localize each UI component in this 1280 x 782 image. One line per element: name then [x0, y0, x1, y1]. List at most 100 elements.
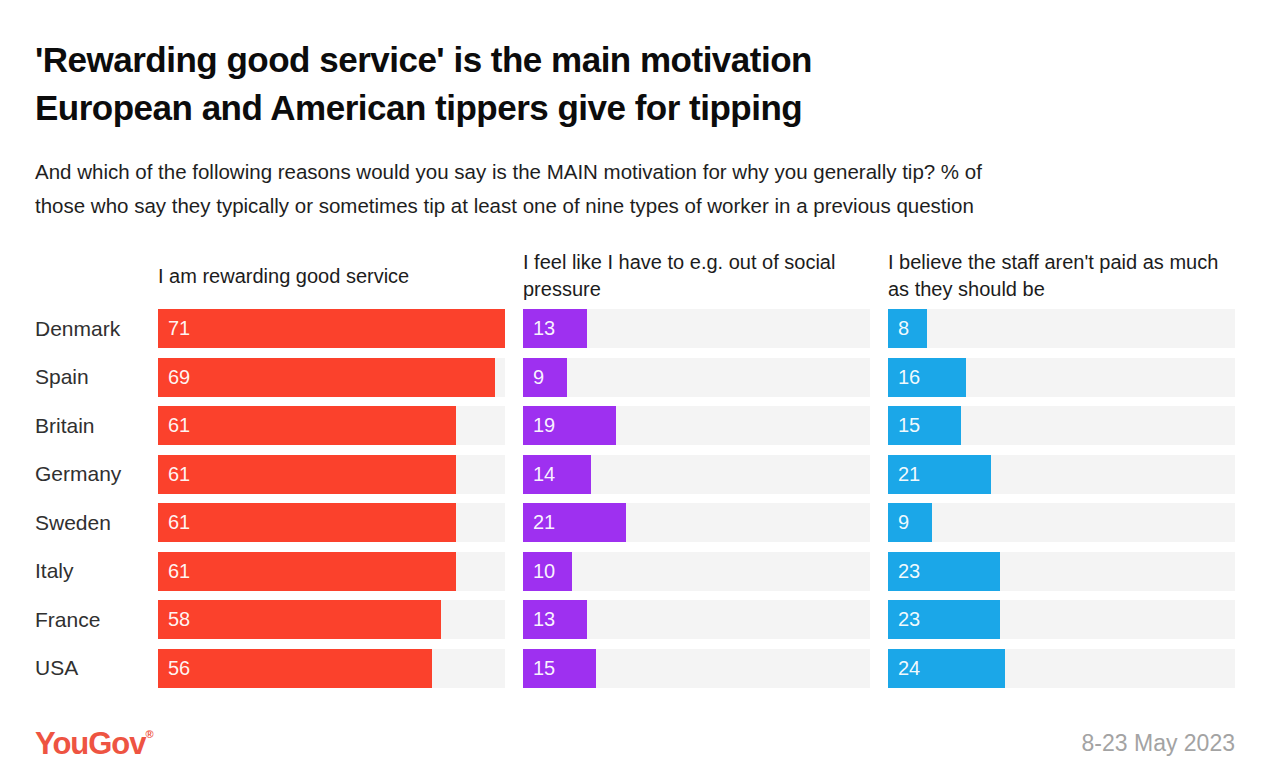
column-header-spacer — [35, 249, 140, 303]
bar-track: 15 — [888, 406, 1235, 445]
bar-track: 58 — [158, 600, 505, 639]
page-title: 'Rewarding good service' is the main mot… — [35, 36, 1115, 132]
bar: 69 — [158, 358, 495, 397]
bar-value-label: 58 — [158, 608, 190, 631]
bar-track: 69 — [158, 358, 505, 397]
chart-row: Spain 69 9 16 — [35, 358, 1235, 397]
bar-value-label: 9 — [888, 511, 909, 534]
bar-value-label: 23 — [888, 560, 920, 583]
bar-track: 56 — [158, 649, 505, 688]
chart-footer: YouGov® 8-23 May 2023 — [35, 726, 1235, 762]
bar-track: 23 — [888, 600, 1235, 639]
bar-value-label: 21 — [888, 463, 920, 486]
bar-track: 10 — [523, 552, 870, 591]
chart-row: USA 56 15 24 — [35, 649, 1235, 688]
bar-track: 23 — [888, 552, 1235, 591]
bar: 19 — [523, 406, 616, 445]
chart-row: Sweden 61 21 9 — [35, 503, 1235, 542]
bar-value-label: 71 — [158, 317, 190, 340]
column-header-social-pressure: I feel like I have to e.g. out of social… — [523, 249, 870, 303]
fieldwork-date: 8-23 May 2023 — [1082, 730, 1235, 757]
bar: 16 — [888, 358, 966, 397]
bar: 9 — [523, 358, 567, 397]
bar: 21 — [523, 503, 626, 542]
bar-value-label: 8 — [888, 317, 909, 340]
bar: 13 — [523, 600, 587, 639]
bar-track: 71 — [158, 309, 505, 348]
bar-value-label: 56 — [158, 657, 190, 680]
bar: 61 — [158, 503, 456, 542]
chart-row: Britain 61 19 15 — [35, 406, 1235, 445]
bar-track: 21 — [523, 503, 870, 542]
bar-value-label: 23 — [888, 608, 920, 631]
column-header-rewarding-service: I am rewarding good service — [158, 249, 505, 303]
bar-track: 13 — [523, 309, 870, 348]
bar: 61 — [158, 406, 456, 445]
bar-track: 21 — [888, 455, 1235, 494]
country-label: Spain — [35, 365, 140, 389]
bar-track: 61 — [158, 503, 505, 542]
bar: 58 — [158, 600, 441, 639]
country-label: Denmark — [35, 317, 140, 341]
bar-track: 19 — [523, 406, 870, 445]
chart-row: Germany 61 14 21 — [35, 455, 1235, 494]
bar-track: 15 — [523, 649, 870, 688]
country-label: Sweden — [35, 511, 140, 535]
bar-value-label: 10 — [523, 560, 555, 583]
bar: 61 — [158, 552, 456, 591]
bar: 23 — [888, 600, 1000, 639]
bar: 21 — [888, 455, 991, 494]
yougov-logo-text: YouGov — [35, 726, 146, 761]
bar: 15 — [523, 649, 596, 688]
bar-track: 16 — [888, 358, 1235, 397]
bar: 10 — [523, 552, 572, 591]
country-label: USA — [35, 656, 140, 680]
bar-track: 8 — [888, 309, 1235, 348]
bar-value-label: 9 — [523, 366, 544, 389]
bar-value-label: 24 — [888, 657, 920, 680]
bar-track: 14 — [523, 455, 870, 494]
bar: 23 — [888, 552, 1000, 591]
bar: 24 — [888, 649, 1005, 688]
bar-value-label: 19 — [523, 414, 555, 437]
country-label: Italy — [35, 559, 140, 583]
bar-value-label: 61 — [158, 511, 190, 534]
bar-value-label: 13 — [523, 317, 555, 340]
bar-track: 9 — [523, 358, 870, 397]
bar: 13 — [523, 309, 587, 348]
bar: 9 — [888, 503, 932, 542]
subtitle-line-1: And which of the following reasons would… — [35, 160, 982, 183]
country-label: Germany — [35, 462, 140, 486]
chart-area: I am rewarding good service I feel like … — [35, 249, 1235, 688]
country-label: Britain — [35, 414, 140, 438]
bar-value-label: 21 — [523, 511, 555, 534]
yougov-logo: YouGov® — [35, 726, 154, 762]
registered-trademark-icon: ® — [146, 728, 154, 740]
column-headers: I am rewarding good service I feel like … — [35, 249, 1235, 303]
country-label: France — [35, 608, 140, 632]
bar: 15 — [888, 406, 961, 445]
bar-value-label: 15 — [523, 657, 555, 680]
bar-value-label: 14 — [523, 463, 555, 486]
chart-row: Italy 61 10 23 — [35, 552, 1235, 591]
bar-value-label: 61 — [158, 463, 190, 486]
column-header-staff-pay: I believe the staff aren't paid as much … — [888, 249, 1235, 303]
bar-track: 61 — [158, 552, 505, 591]
chart-row: France 58 13 23 — [35, 600, 1235, 639]
bar-track: 13 — [523, 600, 870, 639]
chart-subtitle: And which of the following reasons would… — [35, 155, 1225, 223]
chart-rows: Denmark 71 13 8 Spain 69 9 16 Britain 61 19 15 Germa… — [35, 309, 1235, 688]
bar-value-label: 61 — [158, 560, 190, 583]
bar: 14 — [523, 455, 591, 494]
bar-value-label: 13 — [523, 608, 555, 631]
subtitle-line-2: those who say they typically or sometime… — [35, 194, 974, 217]
bar: 56 — [158, 649, 432, 688]
chart-header: 'Rewarding good service' is the main mot… — [35, 36, 1235, 223]
title-line-1: 'Rewarding good service' is the main mot… — [35, 40, 812, 79]
bar: 8 — [888, 309, 927, 348]
bar-value-label: 61 — [158, 414, 190, 437]
bar-track: 61 — [158, 406, 505, 445]
bar: 61 — [158, 455, 456, 494]
bar-track: 61 — [158, 455, 505, 494]
bar-track: 24 — [888, 649, 1235, 688]
